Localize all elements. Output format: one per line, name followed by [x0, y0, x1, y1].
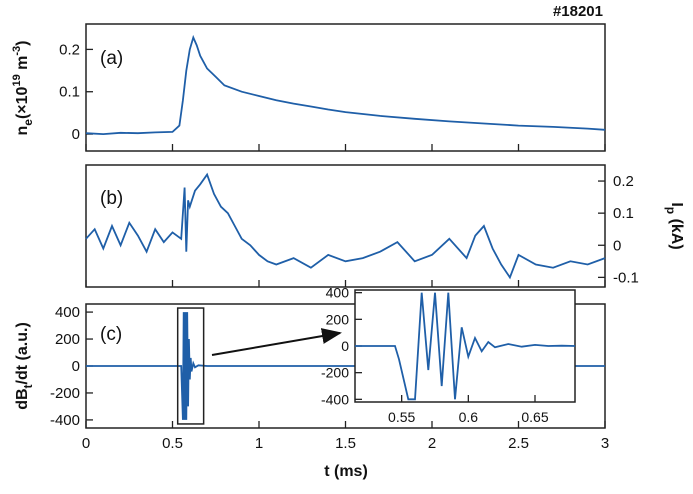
panel-b: (b) -0.1 0 0.1 0.2 Ip (kA) [85, 164, 685, 288]
panel-b-series [85, 172, 606, 280]
panel-b-ylabel: Ip (kA) [664, 202, 685, 249]
inset-ytick-label: -200 [321, 365, 349, 381]
inset-ytick-label: 200 [326, 311, 350, 327]
panel-a-series [85, 34, 606, 136]
panel-c-ytick-label: 400 [55, 304, 80, 321]
panel-a-yticks: 0 0.1 0.2 [59, 41, 606, 151]
inset-ytick-label: 0 [341, 338, 349, 354]
inset-xtick-label: 0.55 [388, 409, 415, 425]
panel-b-ytick-label: 0.2 [613, 173, 634, 190]
panel-a-ylabel: ne(×1019 m-3) [11, 41, 35, 136]
x-axis-title: t (ms) [324, 463, 368, 480]
panel-b-ytick-label: 0 [613, 237, 621, 254]
inset-series [355, 292, 576, 401]
zoom-arrow [211, 328, 342, 356]
panel-c-xtick-label: 2.5 [508, 435, 529, 452]
panel-c-xtick-label: 3 [601, 435, 609, 452]
panel-c-ytick-label: 0 [72, 358, 80, 375]
inset-ytick-label: 400 [326, 285, 350, 301]
panel-c-series [86, 312, 605, 420]
panel-c-tag: (c) [100, 324, 122, 345]
panel-c-xtick-label: 0.5 [162, 435, 183, 452]
panel-a: (a) 0 0.1 0.2 ne(×1019 m-3) [11, 23, 606, 152]
panel-b-frame [85, 164, 606, 288]
panel-c-xtick-label: 0 [82, 435, 90, 452]
panel-c: (c) -400 -200 0 200 400 0 0.5 1 1.5 2 2.5 3 dBt/dt … [14, 303, 609, 480]
panel-a-ytick-label: 0.1 [59, 84, 80, 101]
shot-label: #18201 [553, 3, 603, 20]
panel-c-ylabel: dBt/dt (a.u.) [14, 322, 35, 410]
panel-c-xtick-label: 1.5 [335, 435, 356, 452]
panel-c-ticks: -400 -200 0 200 400 0 0.5 1 1.5 2 2.5 3 [50, 304, 609, 452]
inset-xtick-label: 0.6 [459, 409, 479, 425]
panel-c-xtick-label: 1 [255, 435, 263, 452]
panel-c-ytick-label: 200 [55, 331, 80, 348]
inset-xtick-label: 0.65 [521, 409, 548, 425]
panel-b-tag: (b) [100, 188, 123, 209]
panel-b-ytick-label: -0.1 [613, 269, 639, 286]
panel-a-ytick-label: 0.2 [59, 41, 80, 58]
zoom-box [176, 307, 205, 425]
panel-a-tag: (a) [100, 48, 123, 69]
panel-b-yticks: -0.1 0 0.1 0.2 [85, 173, 639, 287]
panel-c-ytick-label: -200 [50, 385, 80, 402]
panel-c-xtick-label: 2 [428, 435, 436, 452]
panel-c-ytick-label: -400 [50, 412, 80, 429]
panel-a-ytick-label: 0 [72, 126, 80, 143]
inset-ticks: -400 -200 0 200 400 0.55 0.6 0.65 [321, 285, 549, 425]
inset-ytick-label: -400 [321, 391, 349, 407]
inset: -400 -200 0 200 400 0.55 0.6 0.65 [321, 285, 576, 425]
panel-b-ytick-label: 0.1 [613, 205, 634, 222]
